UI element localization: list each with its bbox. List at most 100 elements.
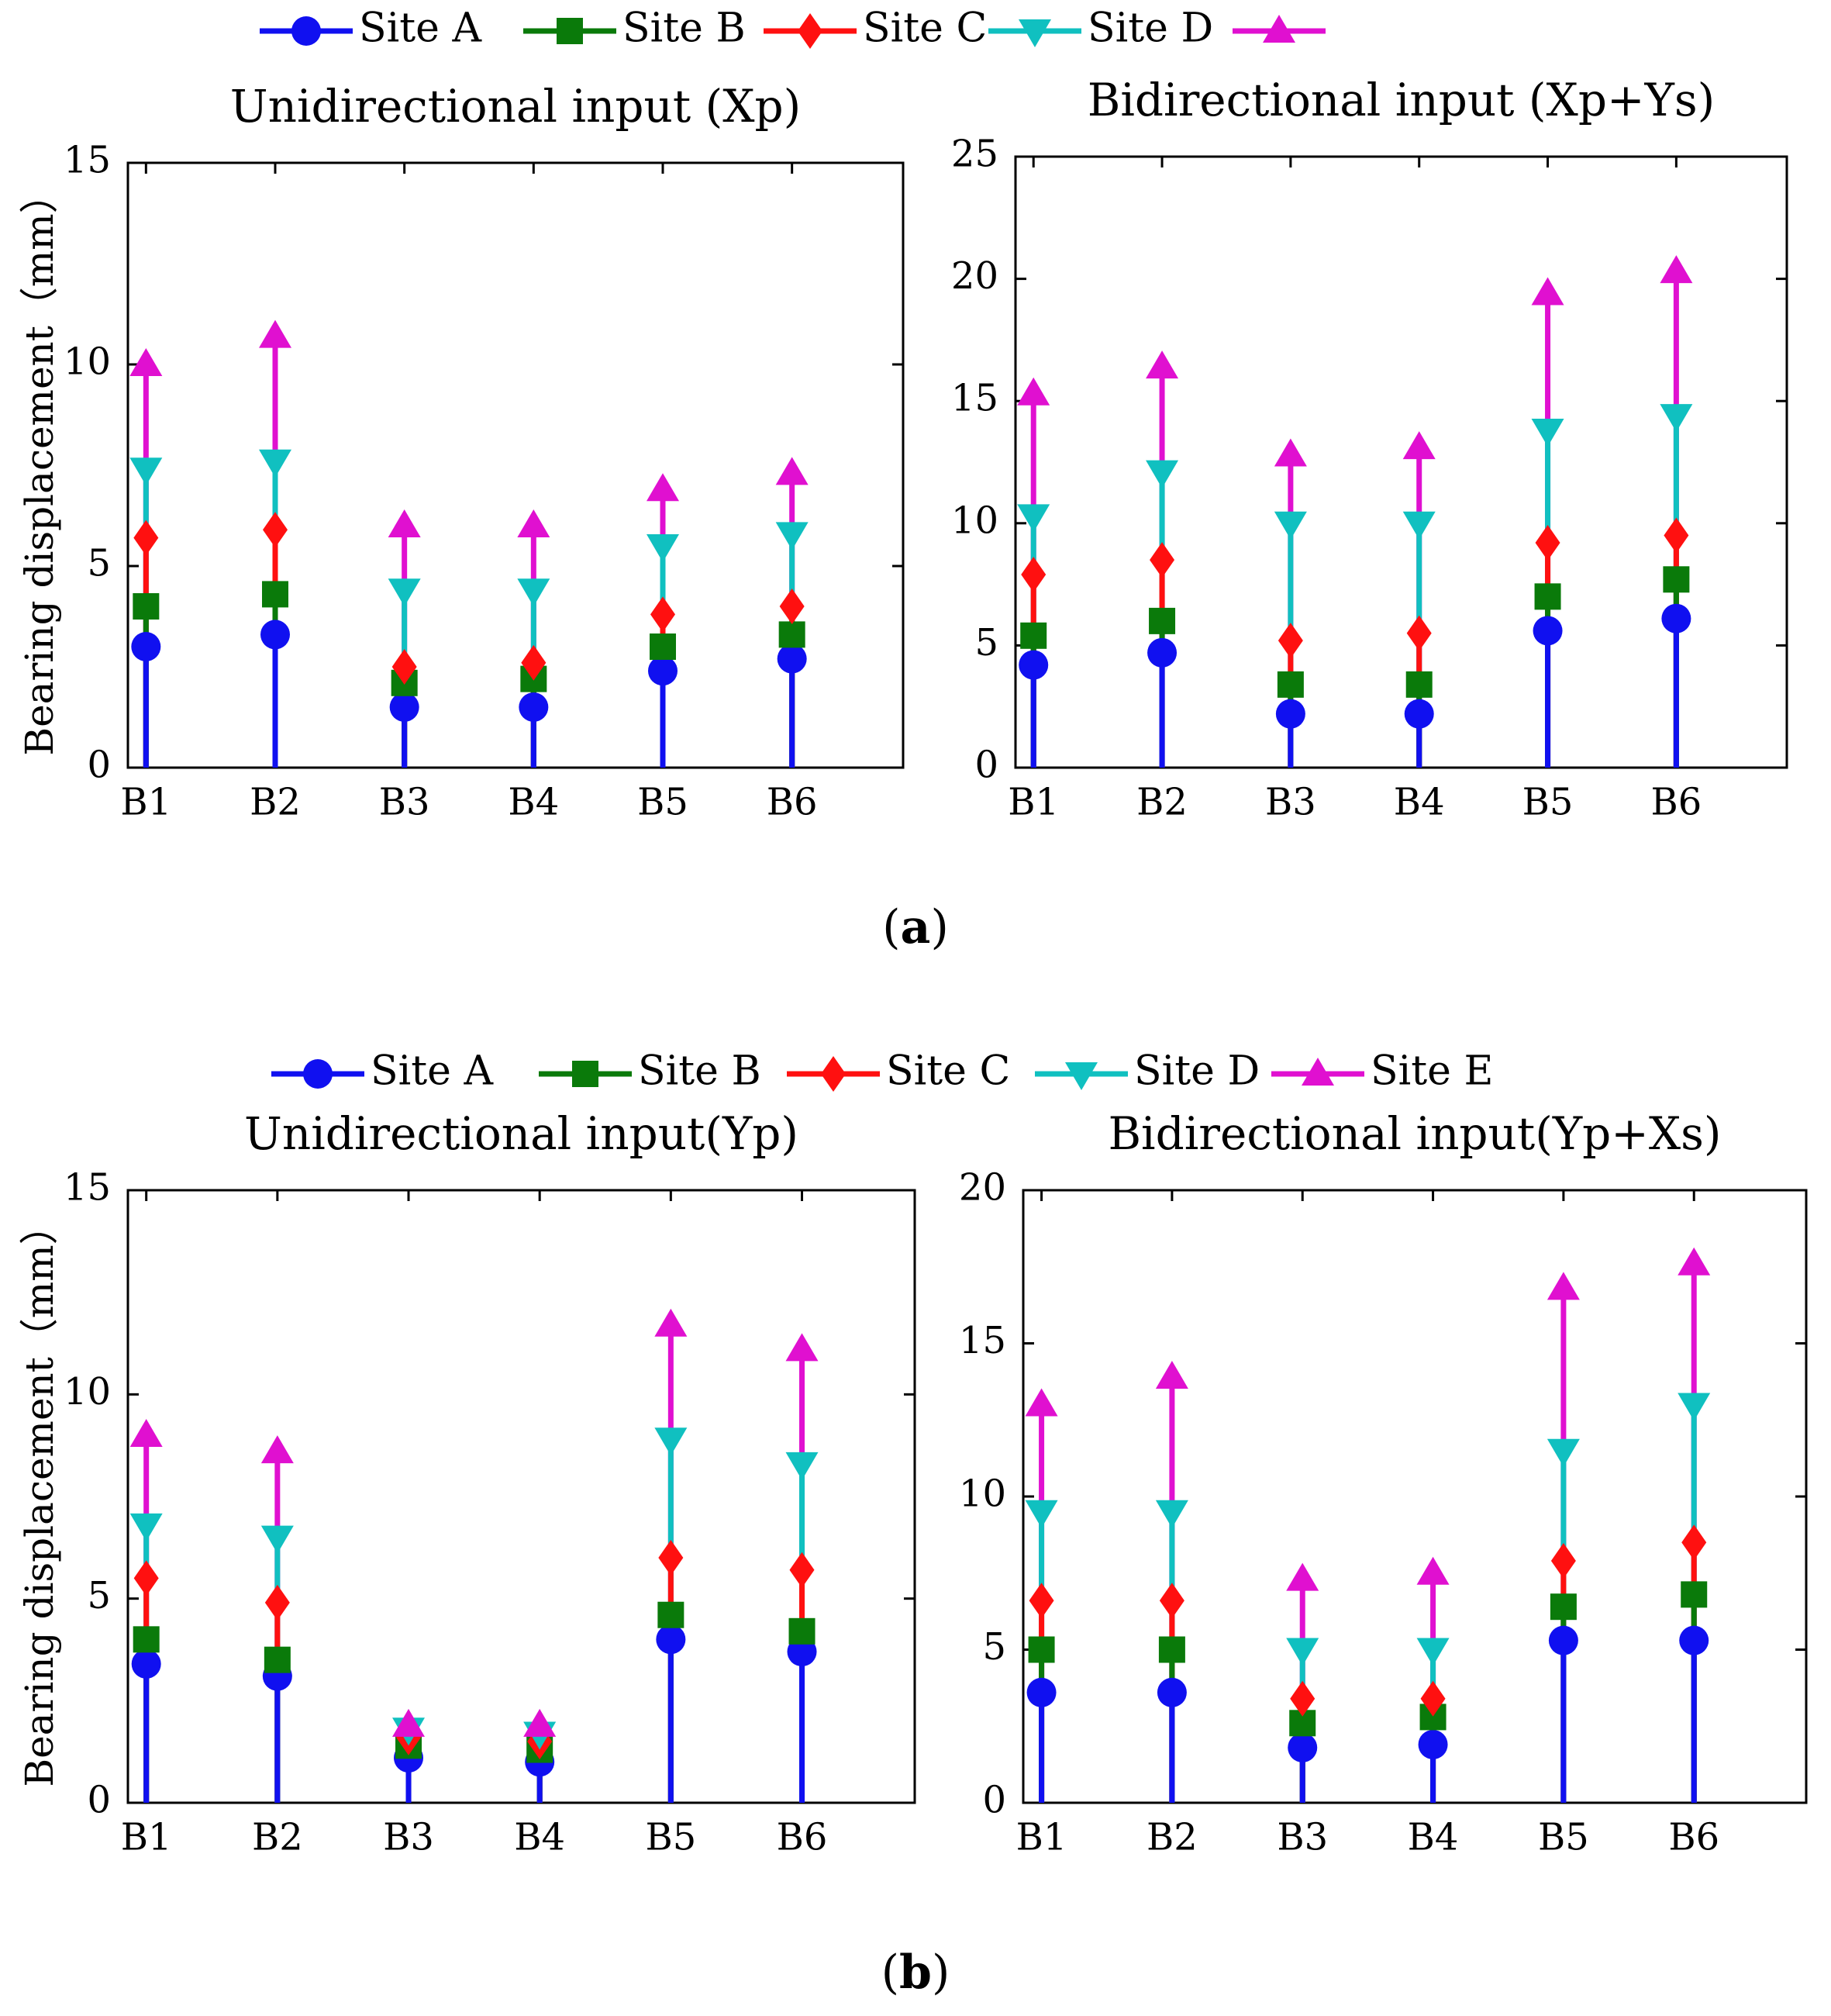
data-point-site-d <box>1416 1638 1450 1666</box>
data-point-site-a <box>777 644 807 674</box>
data-point-site-b <box>1534 583 1561 610</box>
data-point-site-b <box>1158 1636 1185 1663</box>
x-tick-label: B2 <box>250 781 301 824</box>
data-point-site-b <box>133 593 160 620</box>
legend-label: Site D <box>1088 5 1213 52</box>
data-point-site-e <box>1547 1272 1580 1300</box>
data-point-site-b <box>1681 1581 1708 1608</box>
chart-title: Bidirectional input (Xp+Ys) <box>1088 74 1715 126</box>
data-point-site-c <box>1159 1583 1184 1619</box>
data-point-site-d <box>775 522 809 551</box>
x-tick-label: B2 <box>1147 1816 1198 1859</box>
x-tick-label: B2 <box>252 1816 303 1859</box>
legend-label: Site B <box>622 5 746 52</box>
data-point-site-b <box>657 1601 684 1628</box>
data-point-site-a <box>656 1624 686 1655</box>
y-tick-label: 5 <box>87 542 111 585</box>
plot-frame <box>126 161 905 769</box>
data-point-site-c <box>1029 1583 1054 1619</box>
data-point-site-d <box>1017 504 1050 533</box>
x-tick-label: B1 <box>121 1816 172 1859</box>
data-point-site-a <box>519 692 549 722</box>
data-point-series-5 <box>517 509 550 537</box>
x-tick-label: B5 <box>645 1816 696 1859</box>
data-point-site-d <box>1146 460 1179 488</box>
data-point-site-d <box>1274 511 1307 540</box>
data-point-site-e <box>260 1435 294 1464</box>
data-point-site-b <box>1277 671 1304 698</box>
y-tick-label: 10 <box>64 1370 111 1414</box>
legend-marker <box>1302 1058 1334 1086</box>
data-point-site-a <box>1548 1625 1578 1655</box>
chart-title: Unidirectional input (Xp) <box>230 80 802 133</box>
data-point-site-e <box>1678 1247 1711 1276</box>
data-point-site-a <box>1026 1677 1057 1707</box>
data-point-series-5 <box>1660 255 1693 284</box>
data-point-site-d <box>1678 1393 1711 1421</box>
data-point-site-d <box>129 1513 163 1541</box>
data-point-site-b <box>1149 607 1176 634</box>
data-point-site-d <box>129 457 163 486</box>
y-tick-label: 5 <box>87 1574 111 1617</box>
y-tick-label: 10 <box>64 340 111 384</box>
data-point-site-a <box>260 620 290 650</box>
data-point-series-5 <box>388 509 421 537</box>
data-point-site-a <box>131 632 161 661</box>
data-point-site-b <box>1550 1593 1577 1621</box>
chart-title: Bidirectional input(Yp+Xs) <box>1108 1107 1721 1160</box>
x-tick-label: B6 <box>767 781 818 824</box>
data-point-site-b <box>1028 1636 1055 1663</box>
data-point-site-e <box>1155 1360 1188 1389</box>
y-tick-label: 10 <box>951 499 998 542</box>
data-point-site-c <box>264 1584 290 1621</box>
data-point-site-a <box>1661 603 1691 633</box>
x-tick-label: B5 <box>637 781 688 824</box>
data-point-site-e <box>654 1308 688 1337</box>
chart-title: Unidirectional input(Yp) <box>244 1107 798 1160</box>
data-point-site-c <box>133 520 159 556</box>
data-point-site-d <box>654 1427 688 1456</box>
data-point-site-a <box>1275 699 1305 729</box>
x-tick-label: B5 <box>1538 1816 1589 1859</box>
data-point-series-5 <box>775 457 809 485</box>
y-tick-label: 0 <box>974 744 998 787</box>
x-tick-label: B4 <box>508 781 559 824</box>
y-tick-label: 0 <box>982 1779 1006 1822</box>
data-point-site-c <box>1021 556 1047 592</box>
data-point-site-a <box>1019 650 1049 680</box>
data-point-site-e <box>392 1708 426 1737</box>
x-tick-label: B4 <box>1394 781 1445 824</box>
y-tick-label: 0 <box>87 1779 111 1822</box>
legend-label: Site D <box>1134 1048 1260 1095</box>
legend-marker <box>1263 15 1295 43</box>
data-point-site-d <box>785 1452 819 1480</box>
x-tick-label: B6 <box>777 1816 828 1859</box>
data-point-site-a <box>648 656 678 686</box>
legend-marker <box>1065 1062 1098 1090</box>
data-point-site-c <box>263 512 288 548</box>
x-tick-label: B2 <box>1136 781 1188 824</box>
data-point-site-a <box>1679 1625 1709 1655</box>
data-point-site-c <box>650 596 675 633</box>
data-point-site-a <box>1418 1729 1448 1759</box>
data-point-site-d <box>259 449 291 478</box>
panel-label: (b) <box>881 1945 950 2000</box>
data-point-series-5 <box>259 319 291 348</box>
data-point-series-5 <box>1017 377 1050 406</box>
x-tick-label: B6 <box>1668 1816 1719 1859</box>
y-tick-label: 15 <box>951 377 998 420</box>
x-tick-label: B3 <box>1277 1816 1328 1859</box>
data-point-site-b <box>262 581 288 608</box>
y-tick-label: 15 <box>64 1166 111 1210</box>
x-tick-label: B1 <box>120 781 171 824</box>
data-point-site-a <box>1533 616 1563 646</box>
x-tick-label: B3 <box>1265 781 1316 824</box>
legend-marker <box>821 1056 846 1092</box>
legend-label: Site E <box>1371 1048 1493 1095</box>
y-tick-label: 0 <box>87 744 111 787</box>
x-tick-label: B1 <box>1008 781 1059 824</box>
data-point-site-c <box>779 589 805 624</box>
data-point-site-c <box>1278 623 1303 659</box>
data-point-site-d <box>1531 419 1564 447</box>
